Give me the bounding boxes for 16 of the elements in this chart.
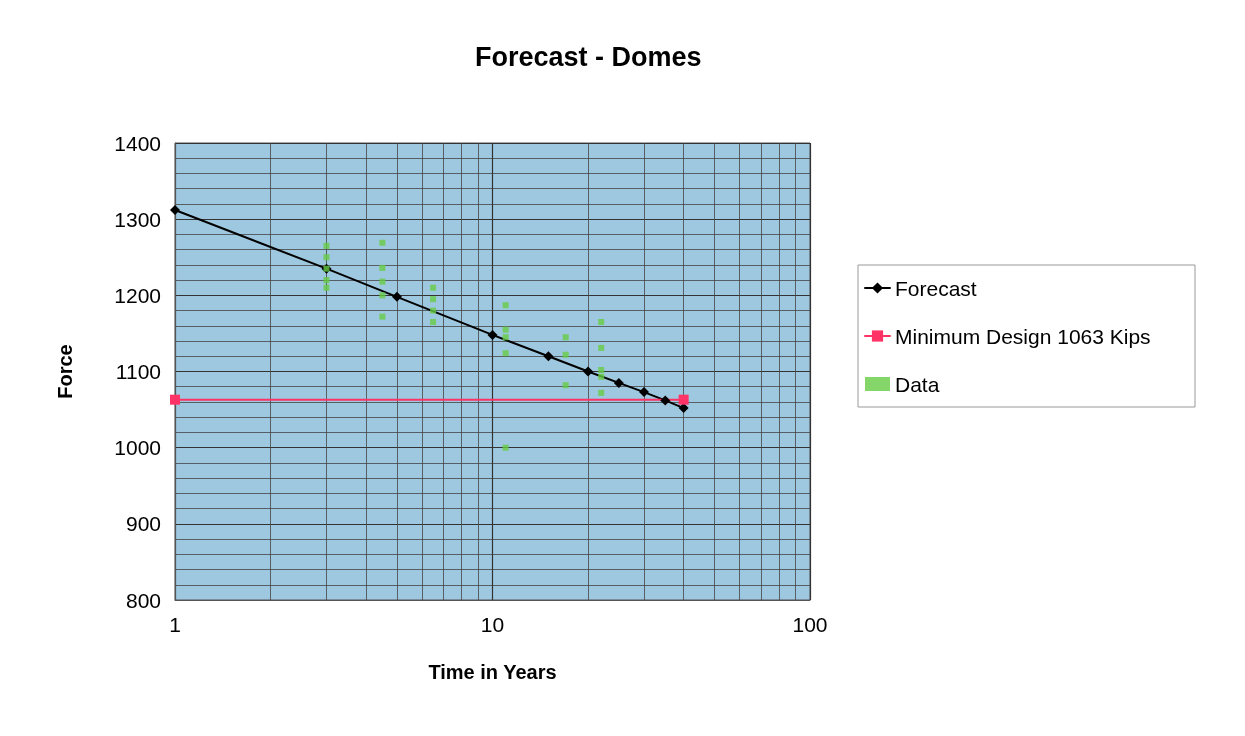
y-tick-label: 1400: [114, 131, 161, 155]
y-tick-label: 1300: [114, 207, 161, 231]
y-tick-label: 900: [125, 512, 161, 536]
y-tick-label: 1000: [114, 436, 161, 460]
y-axis-title: Force: [54, 344, 76, 399]
legend-label: Data: [895, 372, 940, 396]
x-tick-label: 10: [480, 613, 505, 636]
legend-label: Forecast: [895, 276, 977, 300]
y-tick-label: 800: [125, 588, 161, 612]
y-tick-label: 1100: [115, 360, 161, 383]
chart-title: Forecast - Domes: [475, 41, 702, 72]
x-tick-label: 1: [169, 613, 181, 636]
legend-label: Minimum Design 1063 Kips: [895, 324, 1151, 348]
x-axis-title: Time in Years: [428, 661, 557, 683]
y-tick-label: 1200: [114, 283, 161, 307]
x-tick-label: 100: [792, 613, 828, 636]
